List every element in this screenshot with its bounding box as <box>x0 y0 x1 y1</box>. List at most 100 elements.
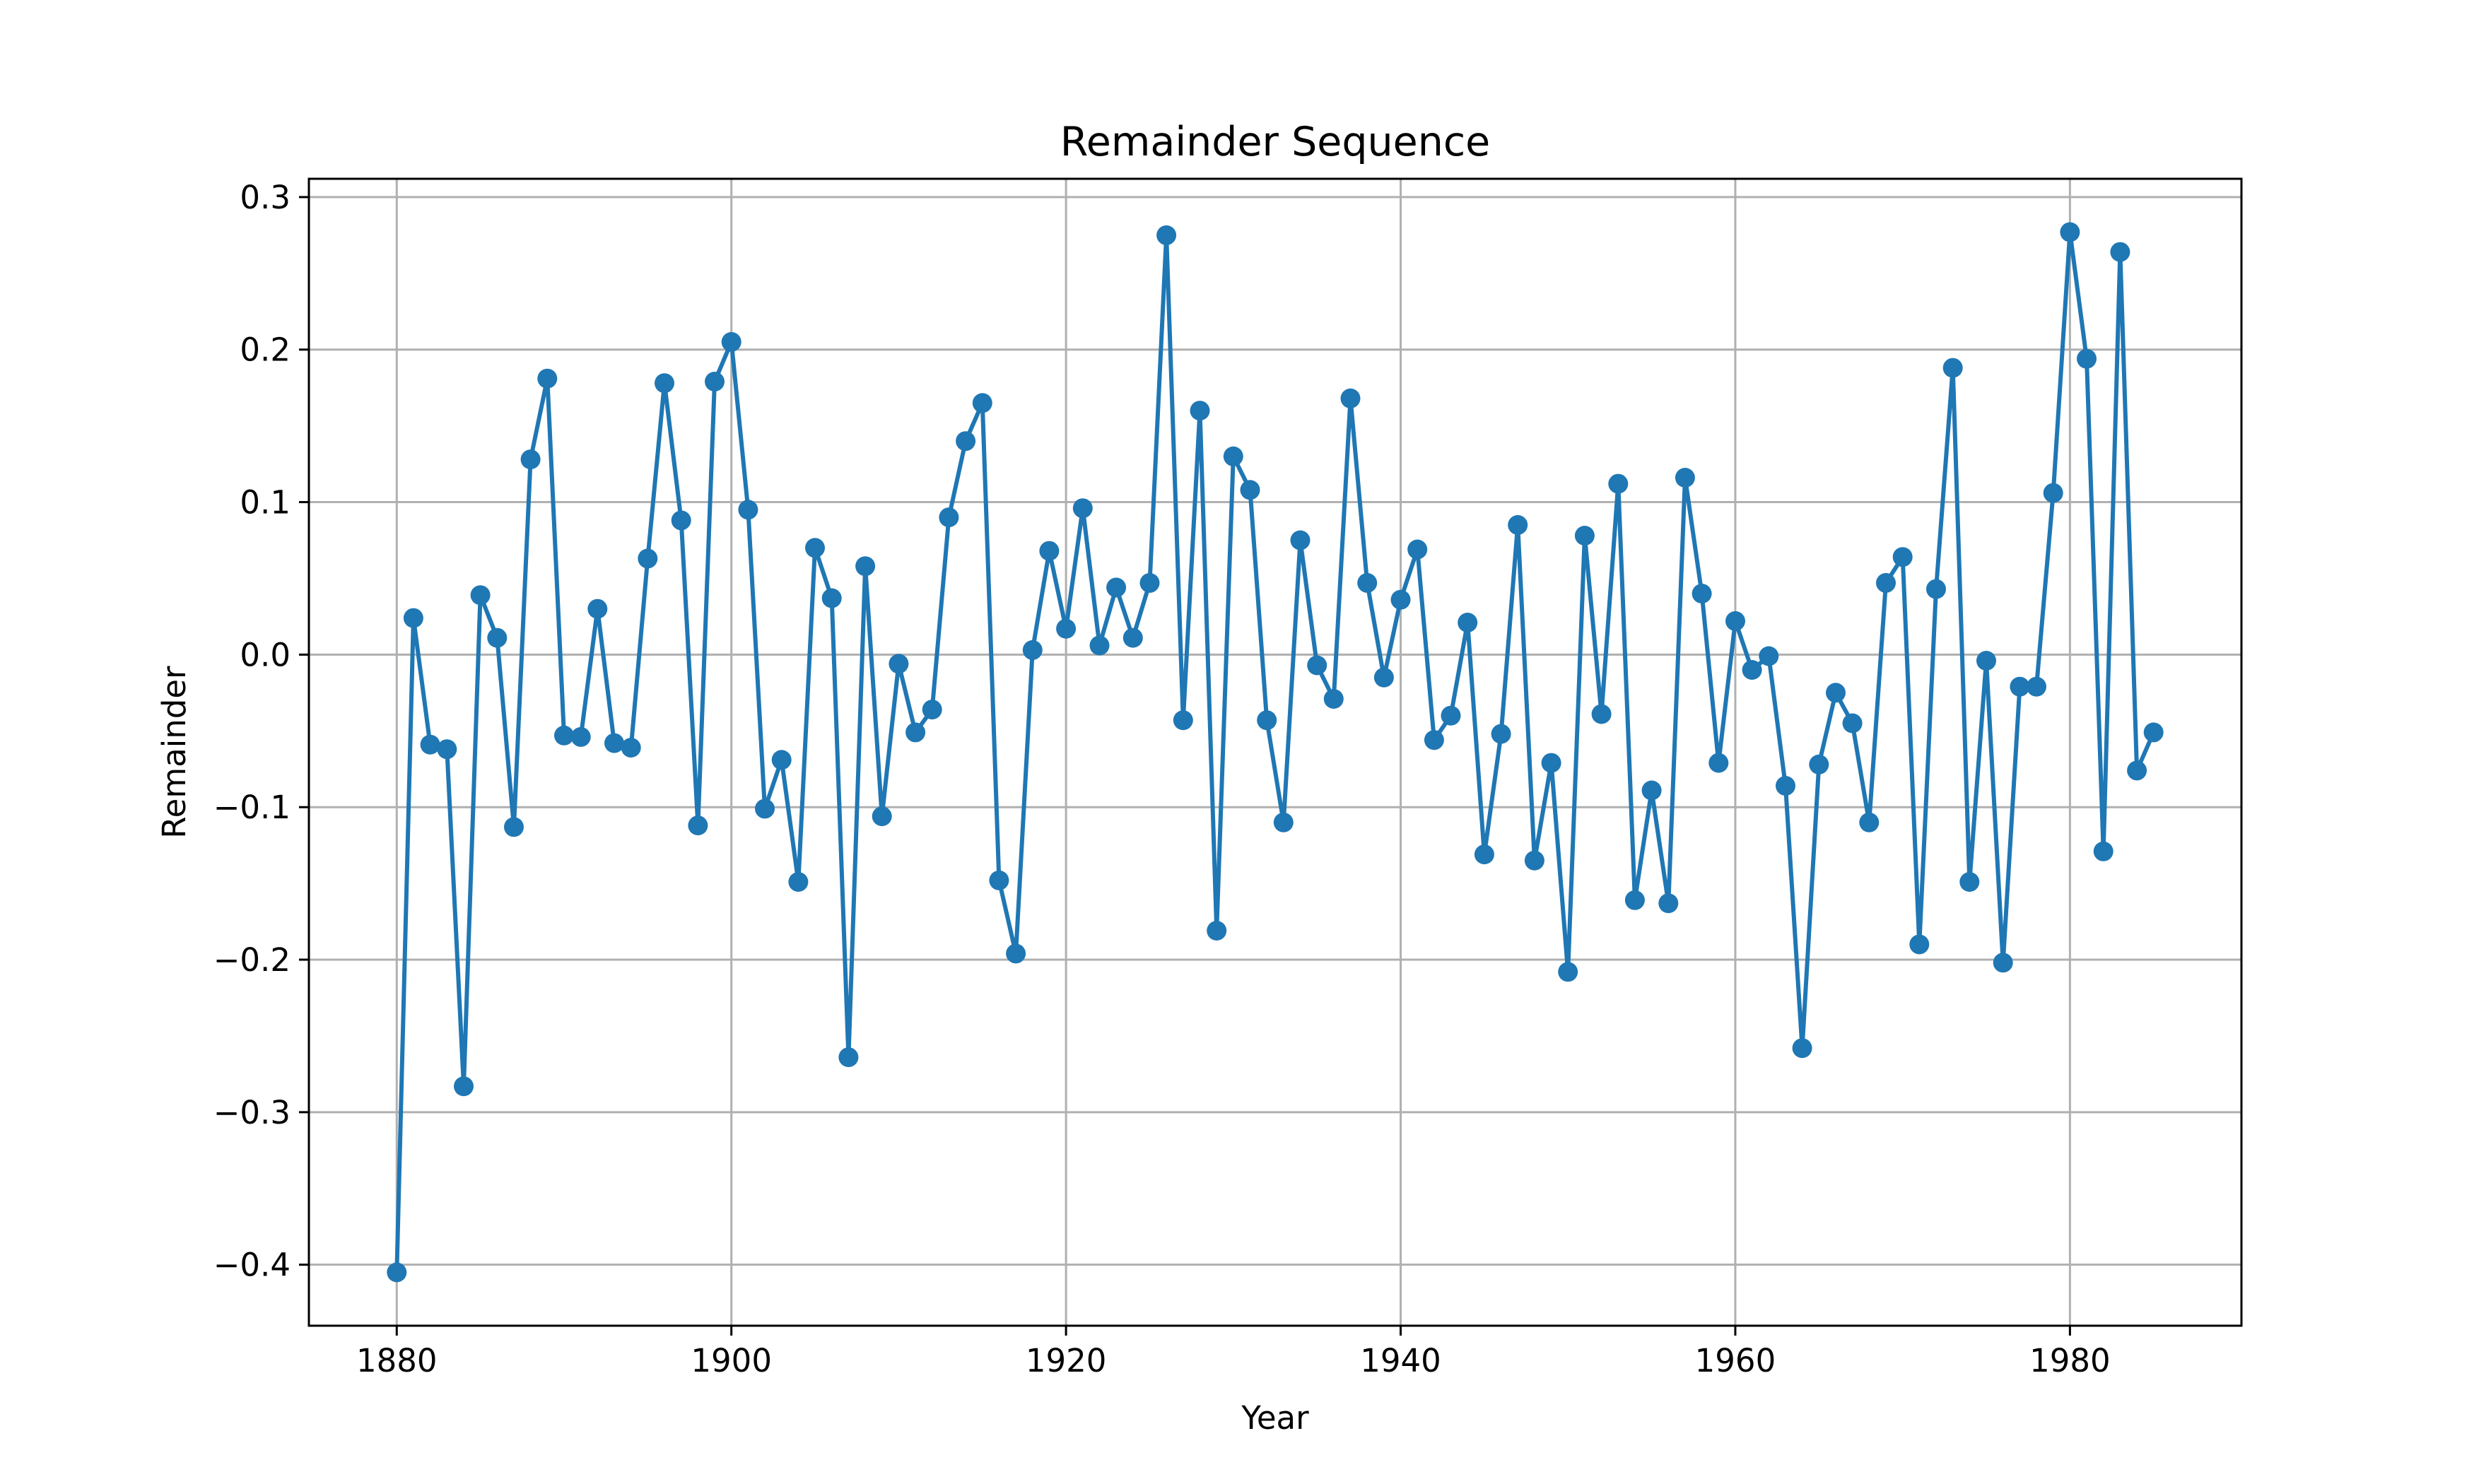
plot-frame <box>307 177 2243 1327</box>
data-point <box>1223 446 1243 466</box>
data-point <box>1357 572 1378 593</box>
data-point <box>1859 812 1880 832</box>
data-point <box>939 507 959 528</box>
y-tick-label: −0.4 <box>213 1247 291 1284</box>
data-point <box>487 628 508 648</box>
x-axis-label: Year <box>1241 1399 1309 1437</box>
data-point <box>1240 480 1260 500</box>
data-point <box>554 725 574 746</box>
data-point <box>1122 628 1143 648</box>
data-point <box>1942 358 1963 378</box>
data-point <box>1106 577 1127 598</box>
data-point <box>1541 753 1561 773</box>
data-point <box>1708 753 1729 773</box>
data-point <box>905 722 926 743</box>
y-tick-label: −0.1 <box>213 789 291 826</box>
data-point <box>537 368 558 389</box>
y-axis-label: Remainder <box>156 666 193 839</box>
data-point <box>1022 640 1043 660</box>
data-point <box>2077 348 2097 369</box>
data-point <box>420 734 440 755</box>
data-point <box>838 1047 859 1068</box>
data-point <box>1692 584 1712 603</box>
x-tick-label: 1960 <box>1695 1342 1776 1379</box>
data-point <box>872 806 892 827</box>
data-point <box>1742 660 1762 680</box>
data-point <box>1458 613 1478 632</box>
data-point <box>922 700 942 720</box>
data-point <box>1776 776 1795 796</box>
data-point <box>1056 618 1077 639</box>
data-point <box>1190 401 1210 421</box>
grid-layer <box>309 179 2241 1326</box>
data-point <box>771 750 792 770</box>
data-point <box>2010 676 2030 697</box>
x-tick-label: 1980 <box>2029 1342 2111 1379</box>
data-point <box>1558 962 1578 982</box>
data-point <box>2127 760 2147 781</box>
data-point <box>1089 635 1110 656</box>
data-point <box>1307 655 1327 676</box>
data-point <box>1257 710 1277 731</box>
data-point <box>387 1262 407 1283</box>
x-tick-label: 1920 <box>1026 1342 1107 1379</box>
data-point <box>604 733 624 753</box>
data-point <box>520 449 541 470</box>
y-tick-label: 0.1 <box>240 484 291 522</box>
data-point <box>1390 589 1411 610</box>
data-point <box>1441 705 1461 726</box>
data-point <box>1039 541 1060 561</box>
data-point <box>570 726 591 747</box>
y-tick-label: −0.3 <box>213 1094 291 1131</box>
data-point <box>1658 893 1679 914</box>
x-tick-label: 1900 <box>691 1342 772 1379</box>
y-tick-label: 0.2 <box>240 331 291 369</box>
x-tick-label: 1880 <box>356 1342 438 1379</box>
data-point <box>2143 722 2164 743</box>
data-point <box>1842 713 1863 734</box>
data-point <box>1675 468 1695 488</box>
data-point <box>1993 953 2013 973</box>
data-point <box>2093 841 2114 861</box>
data-point <box>1624 890 1645 910</box>
data-point <box>1826 683 1846 703</box>
data-point <box>1508 514 1528 535</box>
data-point <box>621 738 641 758</box>
data-point <box>1792 1038 1812 1059</box>
data-point <box>1139 572 1160 593</box>
data-point <box>1491 724 1511 744</box>
y-tick-label: −0.2 <box>213 941 291 979</box>
data-point <box>2060 222 2080 242</box>
tick-layer: 1880 1900 1920 1940 1960 1980 0.3 0.2 0.1 0.0 −0.1… <box>213 179 2111 1379</box>
y-tick-label: 0.3 <box>240 179 291 216</box>
data-point <box>437 739 457 760</box>
data-point <box>721 331 741 352</box>
data-point <box>454 1076 474 1097</box>
data-point <box>2110 242 2130 262</box>
data-point <box>855 556 876 577</box>
data-point <box>1976 651 1996 671</box>
data-point <box>1725 611 1745 631</box>
data-point <box>1006 943 1026 964</box>
data-point <box>504 817 524 837</box>
data-point <box>805 538 825 558</box>
data-point <box>1876 572 1896 593</box>
data-point <box>403 608 423 628</box>
data-point <box>2027 676 2046 697</box>
data-point <box>956 431 976 452</box>
data-point <box>1959 872 1980 892</box>
data-point <box>1173 710 1193 731</box>
data-point <box>470 585 491 606</box>
data-point <box>755 799 775 819</box>
data-point <box>1273 812 1294 832</box>
series-line <box>394 230 2156 1273</box>
data-point <box>1323 689 1344 709</box>
y-tick-label: 0.0 <box>240 636 291 673</box>
data-point <box>821 588 842 608</box>
data-point <box>889 654 909 674</box>
x-tick-label: 1940 <box>1360 1342 1441 1379</box>
data-point <box>1373 667 1394 688</box>
data-point <box>989 870 1009 890</box>
